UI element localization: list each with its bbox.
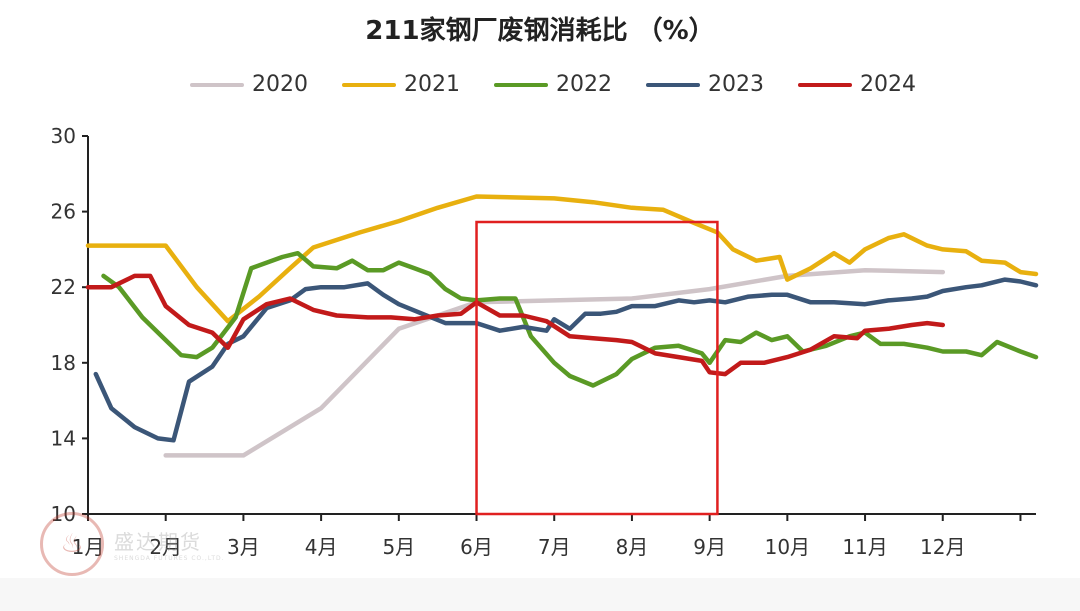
legend-label-2024: 2024: [860, 72, 916, 97]
bottom-band: [0, 578, 1080, 611]
watermark: ♨ 盛达期货 SHENGDA FUTURES CO.,LTD.: [40, 512, 225, 576]
legend-item-2020: 2020: [190, 72, 308, 97]
y-tick-label: 14: [51, 426, 76, 450]
y-tick-label: 26: [51, 200, 76, 224]
x-tick-label: 8月: [616, 535, 649, 559]
x-tick-label: 11月: [842, 535, 887, 559]
chart-series: [85, 194, 1039, 458]
legend-swatch-2022: [494, 82, 548, 87]
x-tick-label: 10月: [765, 535, 810, 559]
legend-label-2022: 2022: [556, 72, 612, 97]
watermark-logo-icon: ♨: [40, 512, 104, 576]
x-tick-label: 9月: [693, 535, 726, 559]
legend-item-2021: 2021: [342, 72, 460, 97]
x-tick-label: 4月: [305, 535, 338, 559]
legend-label-2021: 2021: [404, 72, 460, 97]
legend-swatch-2020: [190, 82, 244, 87]
x-tick-label: 6月: [460, 535, 493, 559]
legend-swatch-2021: [342, 82, 396, 87]
watermark-subtext: SHENGDA FUTURES CO.,LTD.: [114, 555, 225, 562]
series-line-2020: [163, 267, 946, 458]
series-line-2024: [85, 273, 946, 377]
highlight-box-group: [475, 220, 719, 516]
watermark-text: 盛达期货: [114, 530, 202, 554]
x-tick-label: 7月: [538, 535, 571, 559]
legend-item-2023: 2023: [646, 72, 764, 97]
watermark-text-block: 盛达期货 SHENGDA FUTURES CO.,LTD.: [114, 526, 225, 562]
legend-label-2023: 2023: [708, 72, 764, 97]
series-line-2022: [101, 250, 1039, 388]
legend-swatch-2024: [798, 82, 852, 87]
x-tick-label: 5月: [382, 535, 415, 559]
highlight-box: [475, 220, 719, 516]
legend-item-2024: 2024: [798, 72, 916, 97]
legend-swatch-2023: [646, 82, 700, 87]
legend-item-2022: 2022: [494, 72, 612, 97]
series-line-2023: [93, 277, 1039, 443]
legend: 2020 2021 2022 2023 2024: [190, 72, 916, 97]
legend-label-2020: 2020: [252, 72, 308, 97]
chart-title: 211家钢厂废钢消耗比 （%）: [365, 16, 715, 46]
y-tick-label: 18: [51, 351, 76, 375]
series-line-2021: [85, 194, 1039, 324]
y-tick-label: 30: [51, 124, 76, 148]
y-tick-label: 22: [51, 275, 76, 299]
x-tick-label: 3月: [227, 535, 260, 559]
x-tick-label: 2月: [149, 535, 182, 559]
x-tick-label: 12月: [920, 535, 965, 559]
